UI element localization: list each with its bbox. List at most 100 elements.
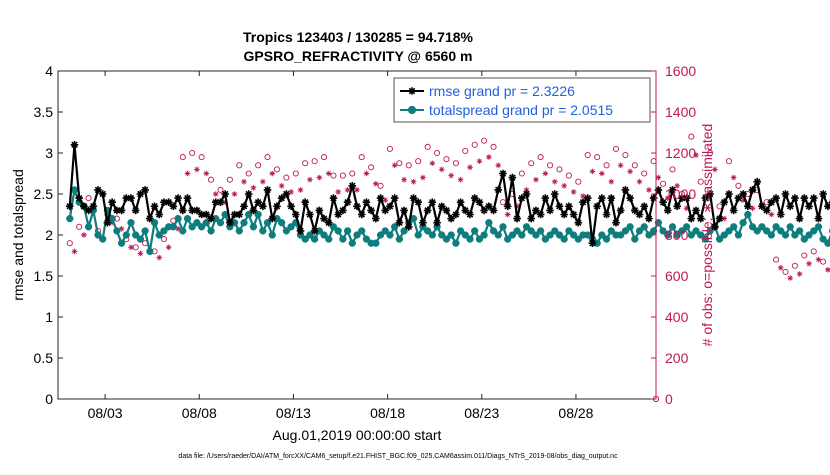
x-tick-label: 08/23 bbox=[464, 405, 499, 421]
legend-spread-marker bbox=[408, 106, 415, 113]
totalspread-point bbox=[259, 228, 266, 235]
rmse-point bbox=[396, 219, 404, 227]
rmse-point bbox=[772, 194, 780, 202]
obs-assimilated-point bbox=[561, 183, 567, 189]
obs-assimilated-point bbox=[307, 177, 313, 183]
right-tick-label: 1600 bbox=[665, 63, 696, 79]
rmse-point bbox=[791, 194, 799, 202]
obs-assimilated-point bbox=[731, 175, 737, 181]
rmse-point bbox=[75, 194, 83, 202]
rmse-point bbox=[386, 203, 394, 211]
rmse-point bbox=[786, 203, 794, 211]
totalspread-point bbox=[740, 219, 747, 226]
rmse-point bbox=[170, 203, 178, 211]
rmse-point bbox=[433, 219, 441, 227]
obs-assimilated-point bbox=[364, 171, 370, 177]
rmse-point bbox=[584, 194, 592, 202]
obs-assimilated-point bbox=[72, 249, 78, 255]
rmse-point bbox=[527, 215, 535, 223]
rmse-point bbox=[226, 219, 234, 227]
rmse-point bbox=[626, 194, 634, 202]
rmse-point bbox=[71, 141, 79, 149]
totalspread-point bbox=[325, 236, 332, 243]
obs-assimilated-point bbox=[627, 169, 633, 175]
left-tick-label: 3.5 bbox=[34, 104, 54, 120]
obs-assimilated-point bbox=[373, 181, 379, 187]
obs-assimilated-point bbox=[166, 245, 172, 251]
rmse-point bbox=[339, 207, 347, 215]
rmse-point bbox=[513, 215, 521, 223]
rmse-point bbox=[325, 219, 333, 227]
rmse-point bbox=[353, 203, 361, 211]
totalspread-point bbox=[335, 228, 342, 235]
rmse-point bbox=[664, 207, 672, 215]
totalspread-point bbox=[128, 219, 135, 226]
obs-assimilated-point bbox=[543, 171, 549, 177]
totalspread-point bbox=[627, 223, 634, 230]
left-tick-label: 1.5 bbox=[34, 268, 54, 284]
rmse-point bbox=[174, 194, 182, 202]
rmse-point bbox=[184, 194, 192, 202]
obs-assimilated-point bbox=[778, 265, 784, 271]
rmse-point bbox=[801, 194, 809, 202]
legend-rmse-marker bbox=[408, 87, 416, 95]
obs-assimilated-point bbox=[467, 165, 473, 171]
rmse-point bbox=[575, 219, 583, 227]
rmse-point bbox=[306, 211, 314, 219]
rmse-point bbox=[556, 203, 564, 211]
rmse-point bbox=[673, 203, 681, 211]
rmse-point bbox=[66, 203, 74, 211]
right-tick-label: 400 bbox=[665, 309, 689, 325]
rmse-point bbox=[725, 190, 733, 198]
rmse-point bbox=[377, 194, 385, 202]
rmse-point bbox=[640, 203, 648, 211]
legend: rmse grand pr = 2.3226 totalspread grand… bbox=[394, 78, 650, 122]
rmse-point bbox=[763, 207, 771, 215]
rmse-point bbox=[273, 203, 281, 211]
totalspread-point bbox=[99, 236, 106, 243]
totalspread-point bbox=[344, 228, 351, 235]
obs-assimilated-point bbox=[608, 179, 614, 185]
rmse-point bbox=[429, 198, 437, 206]
rmse-point bbox=[391, 194, 399, 202]
chart-title-line1: Tropics 123403 / 130285 = 94.718% bbox=[243, 29, 474, 45]
rmse-point bbox=[348, 182, 356, 190]
rmse-point bbox=[146, 215, 154, 223]
rmse-point bbox=[810, 194, 818, 202]
rmse-point bbox=[565, 203, 573, 211]
totalspread-point bbox=[137, 236, 144, 243]
rmse-point bbox=[476, 198, 484, 206]
rmse-point bbox=[132, 207, 140, 215]
rmse-point bbox=[819, 190, 827, 198]
totalspread-point bbox=[641, 223, 648, 230]
rmse-point bbox=[367, 207, 375, 215]
rmse-point bbox=[753, 178, 761, 186]
obs-assimilated-point bbox=[505, 212, 511, 218]
obs-assimilated-point bbox=[81, 232, 87, 238]
rmse-point bbox=[720, 198, 728, 206]
totalspread-point bbox=[396, 236, 403, 243]
rmse-point bbox=[419, 219, 427, 227]
obs-assimilated-point bbox=[787, 275, 793, 281]
totalspread-point bbox=[561, 236, 568, 243]
obs-assimilated-point bbox=[599, 171, 605, 177]
totalspread-point bbox=[269, 232, 276, 239]
rmse-point bbox=[815, 215, 823, 223]
rmse-point bbox=[292, 211, 300, 219]
rmse-point bbox=[607, 194, 615, 202]
x-tick-label: 08/08 bbox=[182, 405, 217, 421]
obs-assimilated-point bbox=[637, 179, 643, 185]
totalspread-point bbox=[142, 228, 149, 235]
rmse-point bbox=[617, 207, 625, 215]
rmse-point bbox=[603, 211, 611, 219]
totalspread-point bbox=[146, 248, 153, 255]
totalspread-point bbox=[735, 232, 742, 239]
right-tick-label: 200 bbox=[665, 350, 689, 366]
obs-assimilated-point bbox=[495, 163, 501, 169]
rmse-point bbox=[179, 207, 187, 215]
rmse-point bbox=[612, 219, 620, 227]
totalspread-point bbox=[537, 228, 544, 235]
totalspread-point bbox=[500, 223, 507, 230]
totalspread-point bbox=[796, 228, 803, 235]
totalspread-point bbox=[387, 232, 394, 239]
